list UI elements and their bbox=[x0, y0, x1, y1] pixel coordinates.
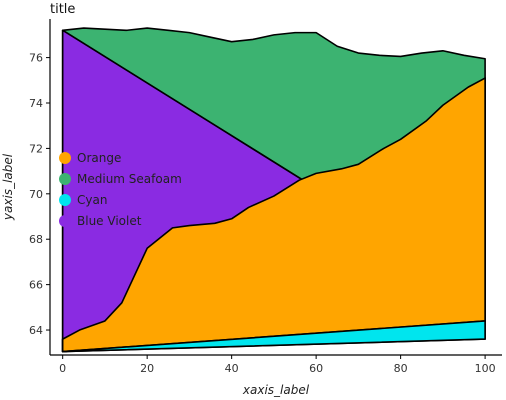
chart-title: title bbox=[50, 2, 75, 17]
legend-swatch-medium-seafoam bbox=[59, 173, 71, 185]
legend-swatch-cyan bbox=[59, 194, 71, 206]
x-tick-label: 40 bbox=[225, 362, 239, 375]
y-tick-label: 64 bbox=[29, 324, 43, 337]
legend-label-orange: Orange bbox=[77, 151, 121, 165]
legend-label-medium-seafoam: Medium Seafoam bbox=[77, 172, 182, 186]
y-tick-label: 66 bbox=[29, 279, 43, 292]
x-tick-label: 80 bbox=[394, 362, 408, 375]
series-area-orange-top bbox=[61, 77, 486, 353]
x-tick-label: 20 bbox=[140, 362, 154, 375]
legend-label-cyan: Cyan bbox=[77, 193, 107, 207]
y-tick-label: 70 bbox=[29, 188, 43, 201]
y-tick-label: 74 bbox=[29, 97, 43, 110]
x-tick-label: 100 bbox=[475, 362, 496, 375]
legend-label-blue-violet: Blue Violet bbox=[77, 214, 142, 228]
legend-swatch-blue-violet bbox=[59, 215, 71, 227]
y-tick-label: 68 bbox=[29, 233, 43, 246]
y-tick-label: 72 bbox=[29, 142, 43, 155]
x-tick-label: 60 bbox=[309, 362, 323, 375]
y-tick-label: 76 bbox=[29, 52, 43, 65]
series-area-cyan-top bbox=[61, 320, 486, 353]
y-axis-title: yaxis_label bbox=[1, 153, 15, 221]
legend-swatch-orange bbox=[59, 152, 71, 164]
x-tick-label: 0 bbox=[59, 362, 66, 375]
x-axis-title: xaxis_label bbox=[242, 383, 310, 397]
